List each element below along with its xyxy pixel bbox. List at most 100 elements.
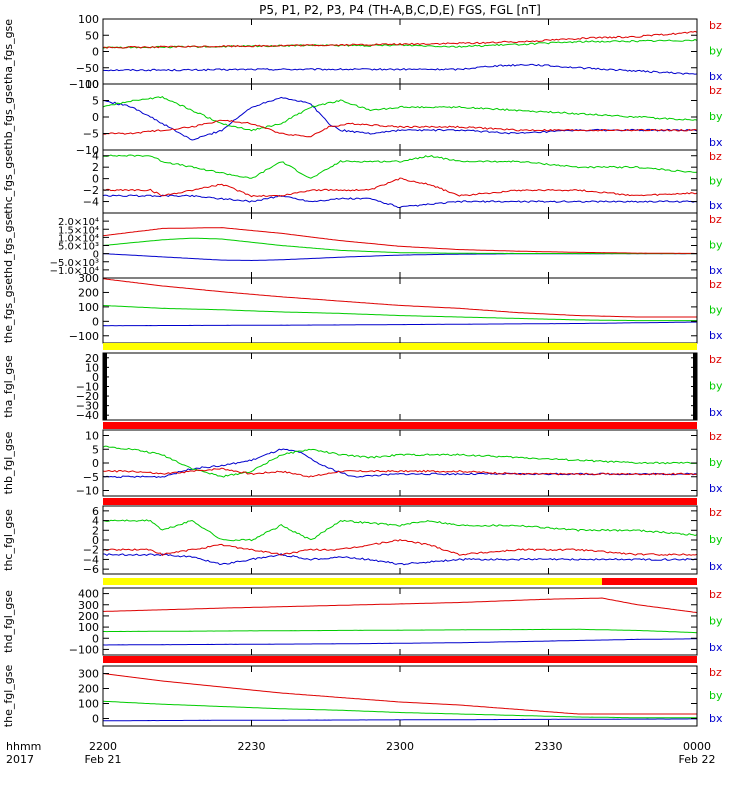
y-tick-label: 10 [85, 361, 99, 374]
x-tick-label: 2330 [535, 740, 563, 753]
y-tick-label: 0 [92, 457, 99, 470]
legend-by: by [709, 239, 723, 252]
y-tick-label: −5 [83, 128, 99, 141]
x-tick-label: 2200 [89, 740, 117, 753]
legend-by: by [709, 380, 723, 393]
legend-bz: bz [709, 353, 722, 366]
panel-frame [102, 429, 698, 497]
y-axis-label: the_fgl_gse [2, 665, 15, 728]
y-tick-label: 300 [78, 668, 99, 681]
y-tick-label: −100 [69, 330, 99, 343]
y-tick-label: −100 [69, 643, 99, 656]
y-tick-label: 300 [78, 272, 99, 285]
legend-by: by [709, 615, 723, 628]
series-line-by-the_fgl_gse [103, 700, 697, 719]
legend-bx: bx [709, 199, 723, 212]
legend-by: by [709, 175, 723, 188]
series-line-bx-thd_fgl_gse [103, 638, 697, 646]
mode-bar-the_fgs_gse [103, 343, 697, 350]
panel-thd_fgs_gse: 2.0×10⁴1.5×10⁴1.0×10⁴5.0×10³0−5.0×10³−1.… [2, 212, 723, 279]
series-line-by-thc_fgs_gse [103, 154, 697, 179]
y-tick-label: 0 [92, 371, 99, 384]
y-tick-label: 300 [78, 599, 99, 612]
series-line-by-thd_fgs_gse [103, 237, 697, 255]
y-tick-label: 10 [85, 78, 99, 91]
legend-bx: bx [709, 329, 723, 342]
y-tick-label: −5 [83, 471, 99, 484]
y-tick-label: 0 [93, 250, 99, 261]
y-tick-label: 4 [92, 150, 99, 163]
legend-by: by [709, 45, 723, 58]
series-line-by-thd_fgl_gse [103, 628, 697, 634]
panel-tha_fgs_gse: 100 50 0 −50 −100 tha_fgs_gse bz by bx [2, 13, 723, 91]
legend-bz: bz [709, 506, 722, 519]
legend-by: by [709, 304, 723, 317]
y-axis-label: the_fgs_gse [2, 278, 15, 343]
mode-bar-thc_fgl_gse [601, 578, 697, 585]
series-line-bx-tha_fgs_gse [103, 63, 697, 75]
legend-bz: bz [709, 430, 722, 443]
y-tick-label: 100 [78, 621, 99, 634]
y-tick-label: 0 [92, 315, 99, 328]
series-line-bz-thb_fgs_gse [103, 119, 697, 138]
y-tick-label: −20 [76, 390, 99, 403]
y-tick-label: −40 [76, 409, 99, 422]
y-axis-label: thb_fgl_gse [2, 431, 15, 494]
panel-frame [102, 352, 698, 421]
y-tick-label: 4 [92, 515, 99, 528]
x-tick-date: Feb 21 [85, 753, 122, 766]
y-tick-label: −30 [76, 400, 99, 413]
x-axis-label-hhmm: hhmm [6, 740, 41, 753]
y-tick-label: −2 [83, 544, 99, 557]
x-tick-date: Feb 22 [679, 753, 716, 766]
legend-bz: bz [709, 19, 722, 32]
y-tick-label: −1.0×10⁴ [50, 266, 99, 277]
y-tick-label: −10 [76, 485, 99, 498]
panel-frame [102, 149, 698, 214]
y-tick-label: 0 [92, 632, 99, 645]
panel-frame [102, 18, 698, 85]
mode-bar-tha_fgl_gse [103, 422, 697, 429]
series-line-bz-thc_fgl_gse [103, 539, 697, 557]
legend-bz: bz [709, 213, 722, 226]
mode-bar-thd_fgl_gse [103, 656, 697, 663]
legend-bx: bx [709, 70, 723, 83]
panel-thb_fgs_gse: 10 5 0 −5 −10 thb_fgs_gse bz by bx [2, 78, 723, 157]
y-tick-label: 400 [78, 588, 99, 601]
y-axis-label: tha_fgs_gse [2, 19, 15, 84]
series-line-bz-tha_fgs_gse [103, 30, 697, 49]
series-line-bz-the_fgl_gse [103, 673, 697, 715]
y-tick-label: −50 [76, 62, 99, 75]
legend-bz: bz [709, 150, 722, 163]
y-tick-label: −100 [69, 78, 99, 91]
y-tick-label: 0 [92, 173, 99, 186]
y-axis-label: thc_fgl_gse [2, 509, 15, 571]
y-tick-label: 50 [85, 29, 99, 42]
y-tick-label: −10 [76, 381, 99, 394]
series-line-bx-thc_fgs_gse [103, 194, 697, 208]
panel-frame [102, 212, 698, 279]
y-tick-label: 200 [78, 610, 99, 623]
series-line-bz-the_fgs_gse [103, 278, 697, 318]
y-tick-label: 0 [92, 534, 99, 547]
y-tick-label: −6 [83, 563, 99, 576]
legend-bz: bz [709, 588, 722, 601]
legend-bx: bx [709, 641, 723, 654]
series-line-by-thb_fgs_gse [103, 95, 697, 132]
y-tick-label: −10 [76, 144, 99, 157]
y-axis-label: thd_fgl_gse [2, 590, 15, 653]
y-tick-label: 5 [92, 443, 99, 456]
y-tick-label: −4 [83, 196, 99, 209]
legend-by: by [709, 689, 723, 702]
legend-bx: bx [709, 482, 723, 495]
y-tick-label: 6 [92, 505, 99, 518]
y-axis-label: thb_fgs_gse [2, 84, 15, 150]
y-tick-label: 100 [78, 301, 99, 314]
y-tick-label: 200 [78, 286, 99, 299]
y-axis-label: tha_fgl_gse [2, 355, 15, 418]
y-tick-label: 100 [78, 698, 99, 711]
